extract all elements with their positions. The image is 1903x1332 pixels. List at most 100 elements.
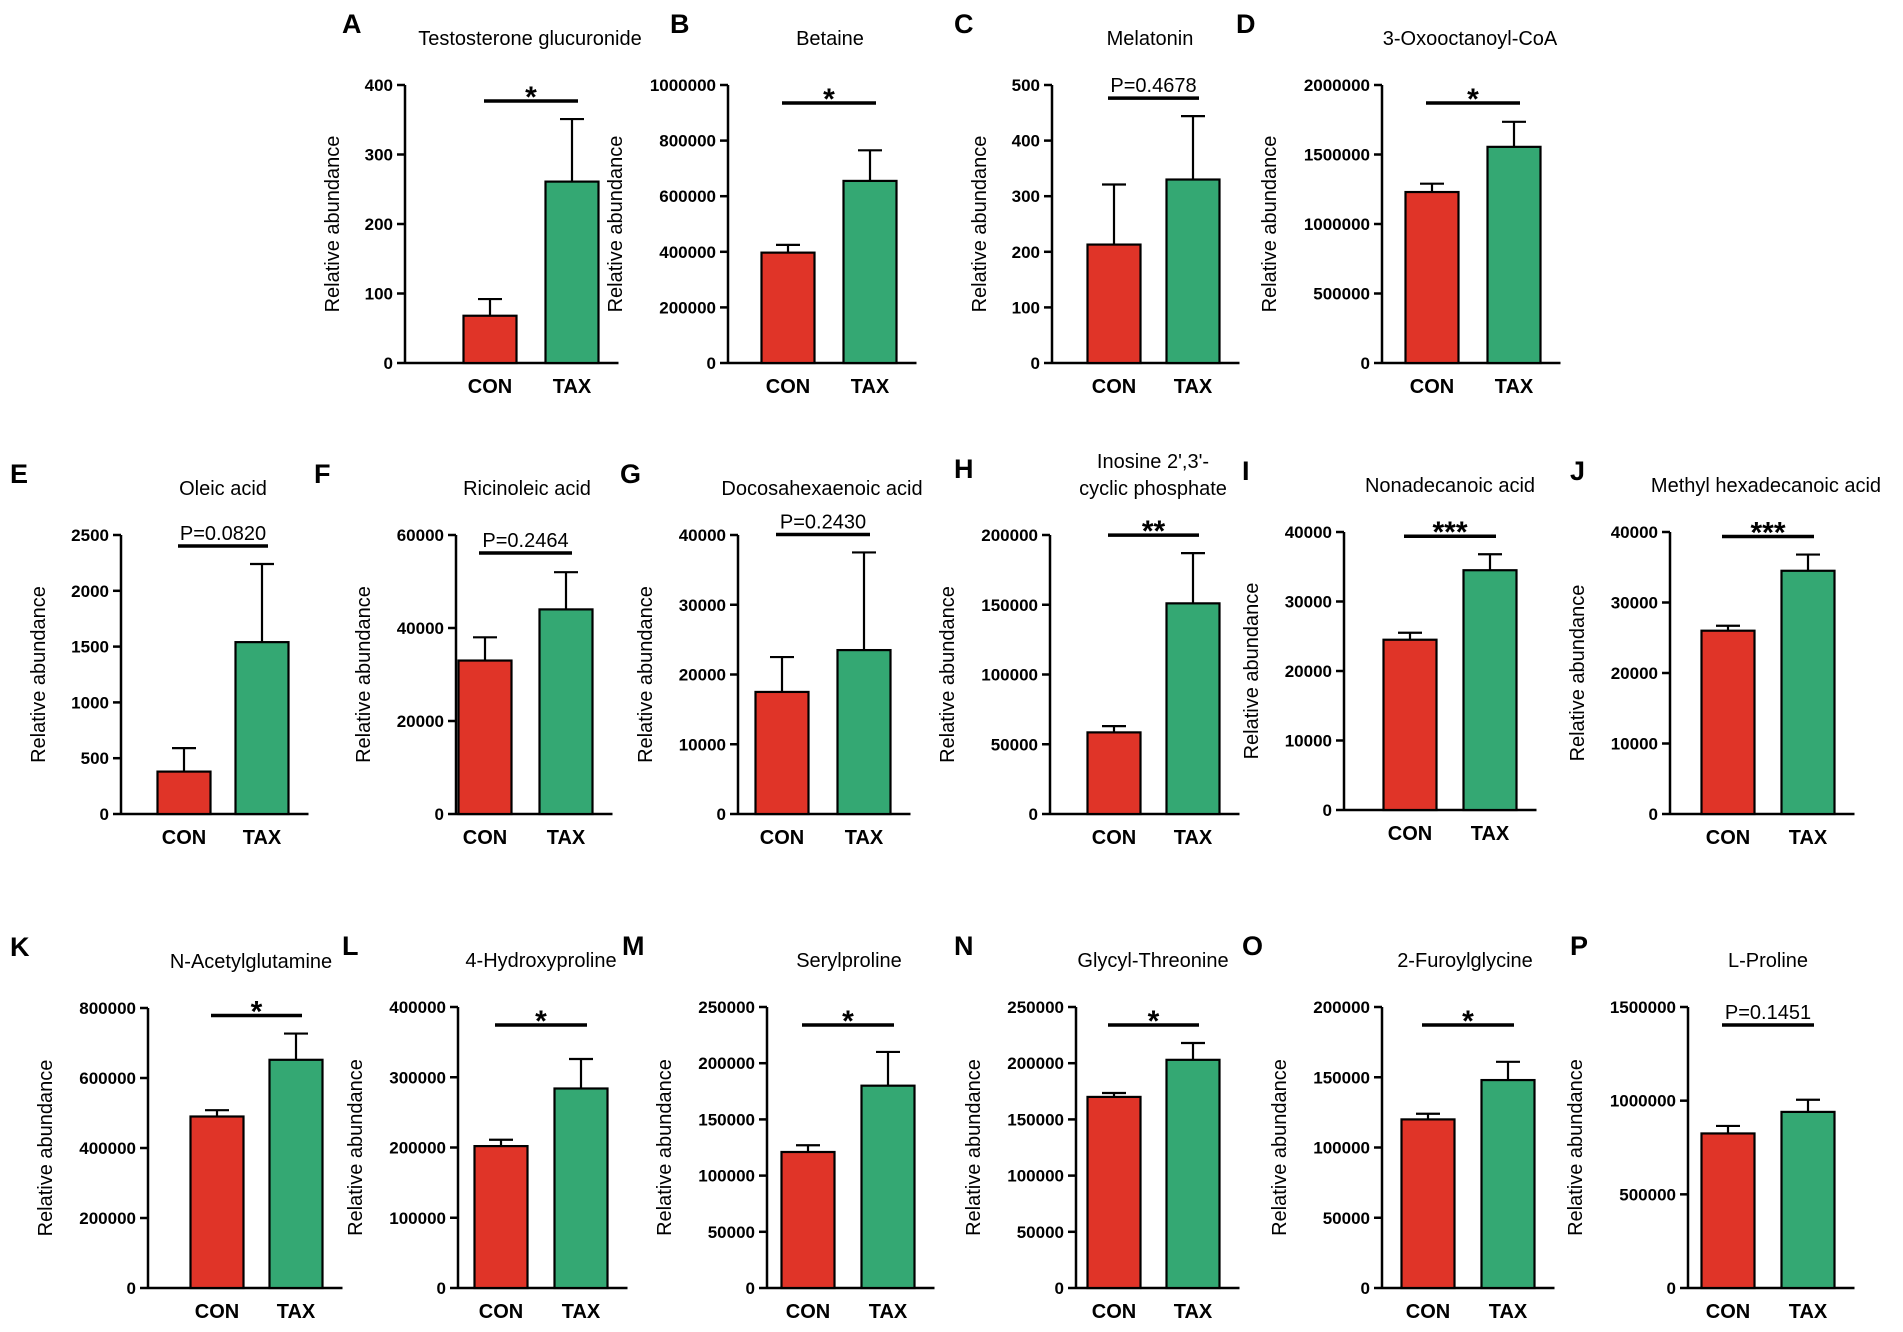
significance-label: *** <box>1432 516 1467 549</box>
y-tick-label: 600000 <box>79 1069 136 1088</box>
panel-letter: O <box>1242 931 1263 961</box>
y-tick-label: 20000 <box>1285 662 1332 681</box>
y-tick-label: 40000 <box>1611 523 1658 542</box>
panel-d: D 3-Oxooctanoyl-CoA 0 500000 1000000 1500000 2… <box>1236 9 1561 398</box>
category-label: TAX <box>1174 376 1213 398</box>
bar-tax <box>544 180 600 365</box>
y-tick-label: 400 <box>1012 132 1040 151</box>
panel-c: C Melatonin 0 100 200 300 400 500 Relative abund… <box>954 9 1240 398</box>
significance-label: * <box>1462 1005 1474 1038</box>
bar-tax <box>268 1058 324 1290</box>
category-label: TAX <box>1789 827 1828 849</box>
bar-tax <box>1165 1058 1221 1290</box>
bar-tax <box>860 1084 916 1290</box>
y-tick-label: 100 <box>1012 298 1040 317</box>
chart-title: Methyl hexadecanoic acid <box>1651 475 1881 497</box>
y-tick-label: 10000 <box>679 735 726 754</box>
y-tick-label: 0 <box>746 1279 755 1298</box>
y-tick-label: 10000 <box>1611 735 1658 754</box>
bar-tax <box>1165 602 1221 816</box>
category-label: CON <box>1092 827 1136 849</box>
y-tick-label: 50000 <box>708 1223 755 1242</box>
category-label: CON <box>1706 1301 1750 1323</box>
chart-title: Betaine <box>796 28 864 50</box>
y-tick-label: 0 <box>1055 1279 1064 1298</box>
panel-e: E Oleic acid 0 500 1000 1500 2000 2500 Relative … <box>10 459 309 849</box>
bar-tax <box>553 1087 609 1290</box>
bar-tax <box>836 648 892 816</box>
y-tick-label: 30000 <box>1611 594 1658 613</box>
category-label: TAX <box>547 827 586 849</box>
y-tick-label: 200 <box>1012 243 1040 262</box>
category-label: CON <box>766 376 810 398</box>
category-label: CON <box>1706 827 1750 849</box>
y-tick-label: 300 <box>1012 187 1040 206</box>
panel-letter: D <box>1236 9 1256 39</box>
chart-title: Serylproline <box>796 950 902 972</box>
y-axis-label: Relative abundance <box>1269 1059 1291 1236</box>
y-tick-label: 1000000 <box>1304 215 1370 234</box>
y-tick-label: 400000 <box>79 1139 136 1158</box>
y-tick-label: 200 <box>365 215 393 234</box>
y-tick-label: 200000 <box>1313 998 1370 1017</box>
chart-title: Testosterone glucuronide <box>418 28 641 50</box>
chart-title: cyclic phosphate <box>1079 478 1227 500</box>
y-tick-label: 1000000 <box>650 76 716 95</box>
bar-con <box>156 770 212 816</box>
chart-title: N-Acetylglutamine <box>170 951 332 973</box>
category-label: CON <box>1410 376 1454 398</box>
y-tick-label: 500 <box>81 749 109 768</box>
y-axis-label: Relative abundance <box>345 1059 367 1236</box>
y-tick-label: 50000 <box>1323 1209 1370 1228</box>
significance-label: ** <box>1142 515 1166 548</box>
bar-con <box>1700 629 1756 816</box>
bar-con <box>1086 731 1142 816</box>
category-label: TAX <box>1174 827 1213 849</box>
significance-label: * <box>535 1005 547 1038</box>
chart-title: Oleic acid <box>179 478 267 500</box>
panel-letter: E <box>10 459 28 489</box>
category-label: CON <box>760 827 804 849</box>
chart-title: 3-Oxooctanoyl-CoA <box>1383 28 1558 50</box>
y-tick-label: 40000 <box>1285 523 1332 542</box>
category-label: CON <box>463 827 507 849</box>
y-tick-label: 2500 <box>71 526 109 545</box>
bar-tax <box>842 179 898 365</box>
category-label: TAX <box>277 1301 316 1323</box>
panel-l: L 4-Hydroxyproline 0 100000 200000 300000 4000… <box>342 931 628 1323</box>
y-tick-label: 400 <box>365 76 393 95</box>
y-tick-label: 250000 <box>698 998 755 1017</box>
bar-con <box>760 251 816 365</box>
significance-label: * <box>823 83 835 116</box>
bar-tax <box>1780 569 1836 816</box>
bar-tax <box>538 608 594 816</box>
category-label: TAX <box>1174 1301 1213 1323</box>
panel-letter: G <box>620 459 641 489</box>
bar-con <box>780 1150 836 1290</box>
y-axis-label: Relative abundance <box>654 1059 676 1236</box>
y-tick-label: 40000 <box>397 619 444 638</box>
y-axis-label: Relative abundance <box>969 136 991 313</box>
y-tick-label: 60000 <box>397 526 444 545</box>
y-axis-label: Relative abundance <box>28 586 50 763</box>
chart-title: Ricinoleic acid <box>463 478 591 500</box>
y-tick-label: 0 <box>127 1279 136 1298</box>
category-label: CON <box>1092 376 1136 398</box>
panel-letter: P <box>1570 931 1588 961</box>
y-tick-label: 0 <box>1361 1279 1370 1298</box>
y-tick-label: 0 <box>1667 1279 1676 1298</box>
y-tick-label: 150000 <box>1007 1110 1064 1129</box>
category-label: TAX <box>869 1301 908 1323</box>
panel-letter: H <box>954 454 974 484</box>
y-tick-label: 0 <box>1323 801 1332 820</box>
y-tick-label: 0 <box>384 354 393 373</box>
bar-con <box>1404 190 1460 365</box>
y-tick-label: 0 <box>717 805 726 824</box>
y-tick-label: 150000 <box>698 1110 755 1129</box>
y-tick-label: 0 <box>1361 354 1370 373</box>
bar-tax <box>1486 145 1542 365</box>
panel-g: G Docosahexaenoic acid 0 10000 20000 30000 400… <box>620 459 923 849</box>
y-axis-label: Relative abundance <box>1565 1059 1587 1236</box>
panel-b: B Betaine 0 200000 400000 600000 800000 1000000… <box>605 9 917 398</box>
chart-title: L-Proline <box>1728 950 1808 972</box>
